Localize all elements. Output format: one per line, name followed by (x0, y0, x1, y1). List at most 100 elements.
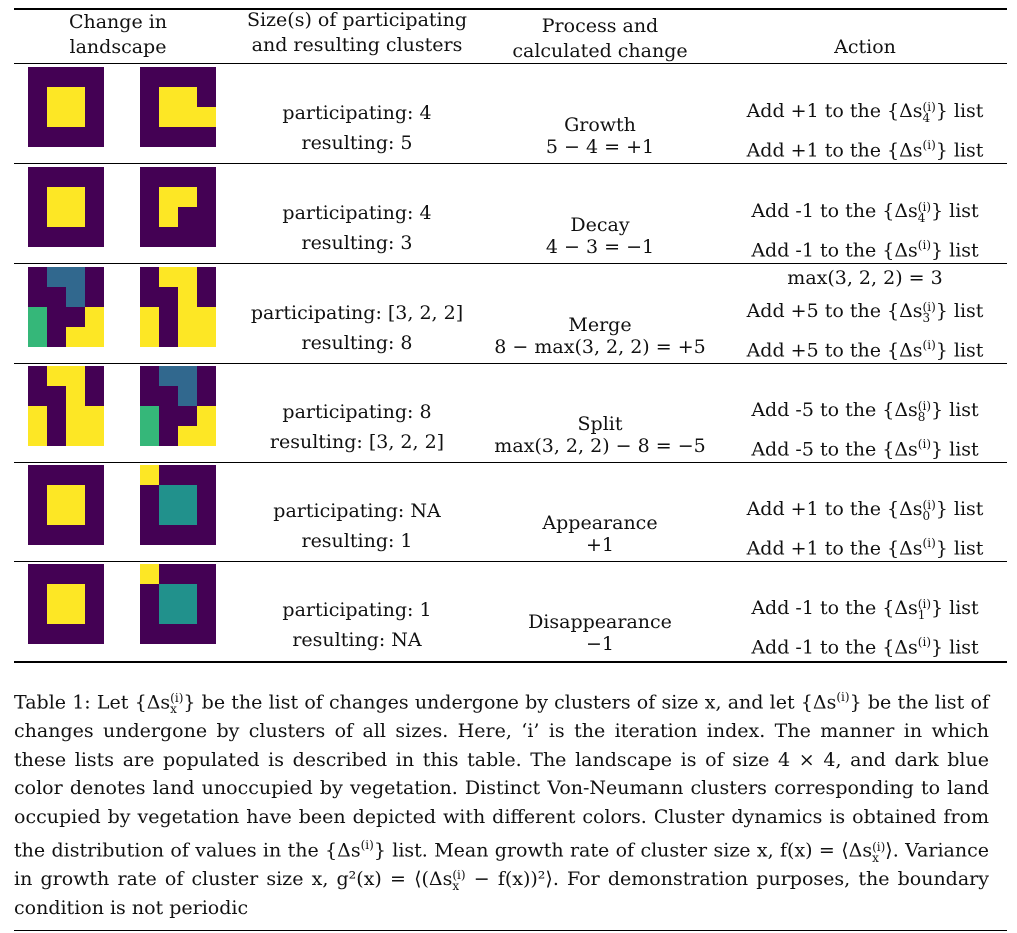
landscape-cell (85, 386, 104, 406)
landscape-cell (28, 227, 47, 247)
landscape-cell (159, 67, 178, 87)
calculated-change: max(3, 2, 2) − 8 = −5 (494, 435, 706, 457)
action-superscript: (i) (917, 437, 931, 451)
landscape-before (28, 465, 104, 545)
action-prefix: Add -5 to the {Δs (751, 438, 918, 461)
landscape-cell (47, 187, 66, 207)
caption-sup-3: (i) (360, 838, 374, 853)
action-prefix: Add -1 to the {Δs (751, 636, 918, 659)
landscape-cell (178, 287, 197, 307)
action-suffix: } list (931, 597, 979, 619)
action-b: Add +1 to the {Δs(i)} list (720, 129, 1010, 167)
landscape-cell (197, 505, 216, 525)
caption-part-4: } list. Mean growth rate of cluster size… (373, 839, 873, 862)
action-subscript: 3 (922, 311, 931, 325)
landscape-cell (197, 604, 216, 624)
landscape-cell (140, 366, 159, 386)
landscape-cell (47, 366, 66, 386)
row-divider (14, 263, 1007, 264)
action-b: Add +5 to the {Δs(i)} list (720, 329, 1010, 367)
landscape-cell (85, 167, 104, 187)
header-action: Action (760, 35, 970, 60)
header-col1-line1: Change in (68, 11, 168, 33)
caption-part-2: } be the list of changes undergone by cl… (183, 691, 837, 714)
process-name: Appearance (542, 512, 658, 534)
landscape-cell (178, 386, 197, 406)
resulting-size: resulting: NA (292, 629, 422, 651)
landscape-cell (47, 287, 66, 307)
landscape-cell (47, 564, 66, 584)
landscape-cell (159, 87, 178, 107)
landscape-cell (66, 307, 85, 327)
action-a: Add -1 to the {Δs (i) 4} list (720, 195, 1010, 228)
landscape-cell (140, 624, 159, 644)
landscape-cell (66, 525, 85, 545)
header-rule (14, 63, 1007, 64)
landscape-cell (178, 584, 197, 604)
landscape-cell (66, 465, 85, 485)
caption-sup-1: (i) (170, 691, 184, 706)
landscape-cell (197, 327, 216, 347)
landscape-cell (159, 525, 178, 545)
landscape-cell (85, 227, 104, 247)
caption-sup-4: (i) (872, 839, 886, 854)
landscape-cell (85, 465, 104, 485)
landscape-cell (47, 485, 66, 505)
landscape-cell (28, 107, 47, 127)
landscape-cell (140, 187, 159, 207)
header-process: Process and calculated change (490, 14, 710, 64)
landscape-cell (197, 307, 216, 327)
landscape-cell (47, 426, 66, 446)
action-suffix: } list (931, 239, 979, 262)
landscape-cell (85, 505, 104, 525)
landscape-cell (140, 207, 159, 227)
landscape-cell (178, 327, 197, 347)
landscape-after (140, 564, 216, 644)
action-prefix: Add +5 to the {Δs (746, 300, 923, 322)
action-a: Add +1 to the {Δs (i) 0} list (720, 493, 1010, 526)
landscape-cell (28, 267, 47, 287)
landscape-cell (197, 107, 216, 127)
landscape-cell (47, 307, 66, 327)
action-superscript: (i) (922, 100, 936, 114)
landscape-cell (159, 227, 178, 247)
caption-sup-5: (i) (452, 868, 466, 883)
landscape-cell (28, 406, 47, 426)
landscape-cell (159, 207, 178, 227)
row-divider (14, 363, 1007, 364)
caption-sup-2: (i) (836, 690, 850, 704)
landscape-cell (140, 267, 159, 287)
landscape-cell (197, 525, 216, 545)
calculated-change: 4 − 3 = −1 (545, 236, 655, 258)
landscape-cell (197, 386, 216, 406)
landscape-cell (85, 207, 104, 227)
action-prefix: Add -1 to the {Δs (751, 239, 918, 262)
header-col1-line2: landscape (69, 36, 167, 58)
action-a: Add -1 to the {Δs (i) 1} list (720, 592, 1010, 625)
landscape-cell (140, 107, 159, 127)
landscape-cell (197, 564, 216, 584)
landscape-cell (197, 187, 216, 207)
landscape-cell (159, 406, 178, 426)
landscape-cell (28, 287, 47, 307)
action-subscript: 8 (917, 410, 926, 424)
landscape-cell (197, 465, 216, 485)
landscape-cell (159, 604, 178, 624)
landscape-cell (28, 564, 47, 584)
landscape-before (28, 67, 104, 147)
action-superscript: (i) (917, 635, 931, 649)
landscape-cell (66, 127, 85, 147)
action-superscript: (i) (917, 399, 931, 413)
landscape-cell (197, 624, 216, 644)
landscape-cell (66, 604, 85, 624)
landscape-cell (47, 525, 66, 545)
landscape-cell (28, 604, 47, 624)
action-b: Add -5 to the {Δs(i)} list (720, 428, 1010, 466)
landscape-cell (197, 267, 216, 287)
landscape-cell (159, 327, 178, 347)
landscape-cell (28, 187, 47, 207)
caption-part-3: } be the list of changes undergone by cl… (14, 691, 989, 862)
landscape-cell (197, 227, 216, 247)
landscape-cell (66, 207, 85, 227)
calculated-change: 5 − 4 = +1 (545, 136, 655, 158)
